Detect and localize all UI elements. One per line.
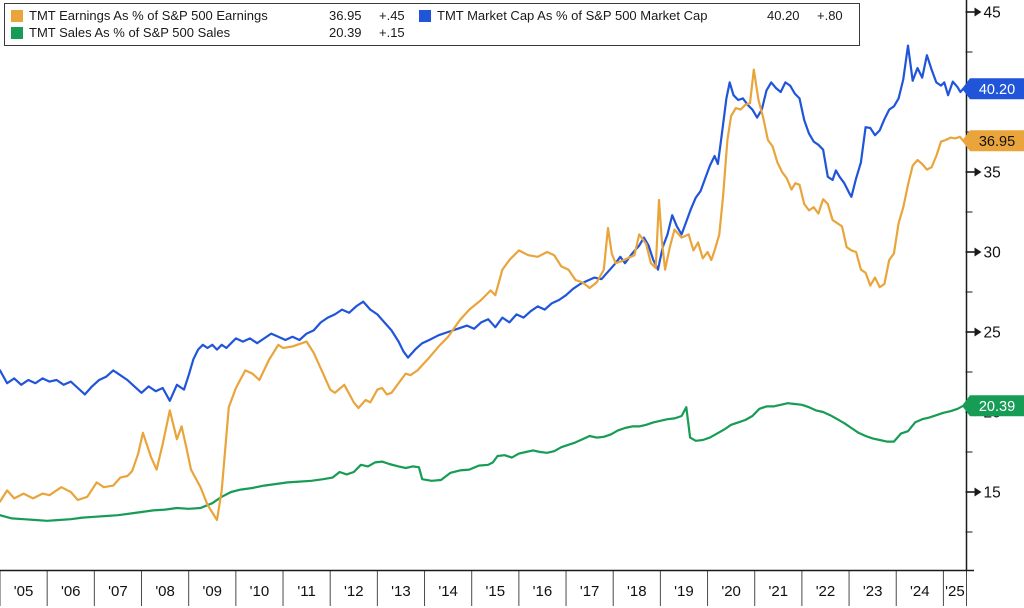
x-tick-label: '20 xyxy=(721,583,741,600)
sales-series-swatch[interactable] xyxy=(11,26,23,39)
sales-series-label[interactable]: TMT Sales As % of S&P 500 Sales xyxy=(29,25,231,40)
last-value-badge-sales xyxy=(962,395,1024,417)
earnings-last-value: 36.95 xyxy=(329,8,362,23)
x-tick-label: '06 xyxy=(61,583,81,600)
x-tick-label: '15 xyxy=(486,583,506,600)
series-line-sales[interactable] xyxy=(0,402,965,522)
x-tick-label: '12 xyxy=(344,583,364,600)
sales-last-value: 20.39 xyxy=(329,25,362,40)
market-cap-series-label[interactable]: TMT Market Cap As % of S&P 500 Market Ca… xyxy=(437,8,708,23)
y-tick-arrow-icon xyxy=(974,167,982,177)
x-tick-label: '13 xyxy=(391,583,411,600)
last-value-badge-earnings xyxy=(962,130,1024,152)
x-tick-label: '18 xyxy=(627,583,647,600)
market-cap-last-value: 40.20 xyxy=(767,8,800,23)
x-tick-label: '07 xyxy=(108,583,128,600)
x-tick-label: '25 xyxy=(945,583,965,600)
legend-row-1: TMT Earnings As % of S&P 500 Earnings 36… xyxy=(11,7,853,24)
y-tick-arrow-icon xyxy=(974,247,982,257)
last-value-badge-text-earnings: 36.95 xyxy=(979,134,1015,150)
x-tick-label: '17 xyxy=(580,583,600,600)
series-line-market-cap[interactable] xyxy=(0,44,965,402)
x-tick-label: '11 xyxy=(297,583,315,600)
y-tick-label: 15 xyxy=(984,485,1001,502)
last-value-badge-text-market-cap: 40.20 xyxy=(979,82,1015,98)
earnings-change-value: +.45 xyxy=(379,8,405,23)
earnings-series-label[interactable]: TMT Earnings As % of S&P 500 Earnings xyxy=(29,8,268,23)
x-tick-label: '09 xyxy=(202,583,222,600)
x-tick-label: '22 xyxy=(816,583,836,600)
x-tick-label: '23 xyxy=(863,583,883,600)
x-tick-label: '14 xyxy=(438,583,458,600)
y-tick-label: 35 xyxy=(984,165,1001,182)
chart-legend: TMT Earnings As % of S&P 500 Earnings 36… xyxy=(4,3,860,46)
x-tick-label: '16 xyxy=(533,583,553,600)
sales-change-value: +.15 xyxy=(379,25,405,40)
last-value-badge-text-sales: 20.39 xyxy=(979,399,1015,415)
x-tick-label: '05 xyxy=(14,583,34,600)
series-line-earnings[interactable] xyxy=(0,68,965,522)
market-cap-change-value: +.80 xyxy=(817,8,843,23)
last-value-badge-market-cap xyxy=(962,78,1024,100)
y-tick-arrow-icon xyxy=(974,7,982,17)
y-tick-arrow-icon xyxy=(974,487,982,497)
x-tick-label: '08 xyxy=(155,583,175,600)
y-tick-label: 45 xyxy=(984,5,1001,22)
y-tick-label: 30 xyxy=(984,245,1002,262)
x-tick-label: '21 xyxy=(769,583,789,600)
legend-row-2: TMT Sales As % of S&P 500 Sales 20.39 +.… xyxy=(11,24,853,41)
x-tick-label: '24 xyxy=(910,583,930,600)
y-tick-label: 25 xyxy=(984,325,1001,342)
x-tick-label: '10 xyxy=(250,583,270,600)
y-tick-arrow-icon xyxy=(974,327,982,337)
x-tick-label: '19 xyxy=(674,583,694,600)
earnings-series-swatch[interactable] xyxy=(11,9,23,22)
market-cap-series-swatch[interactable] xyxy=(419,9,431,22)
